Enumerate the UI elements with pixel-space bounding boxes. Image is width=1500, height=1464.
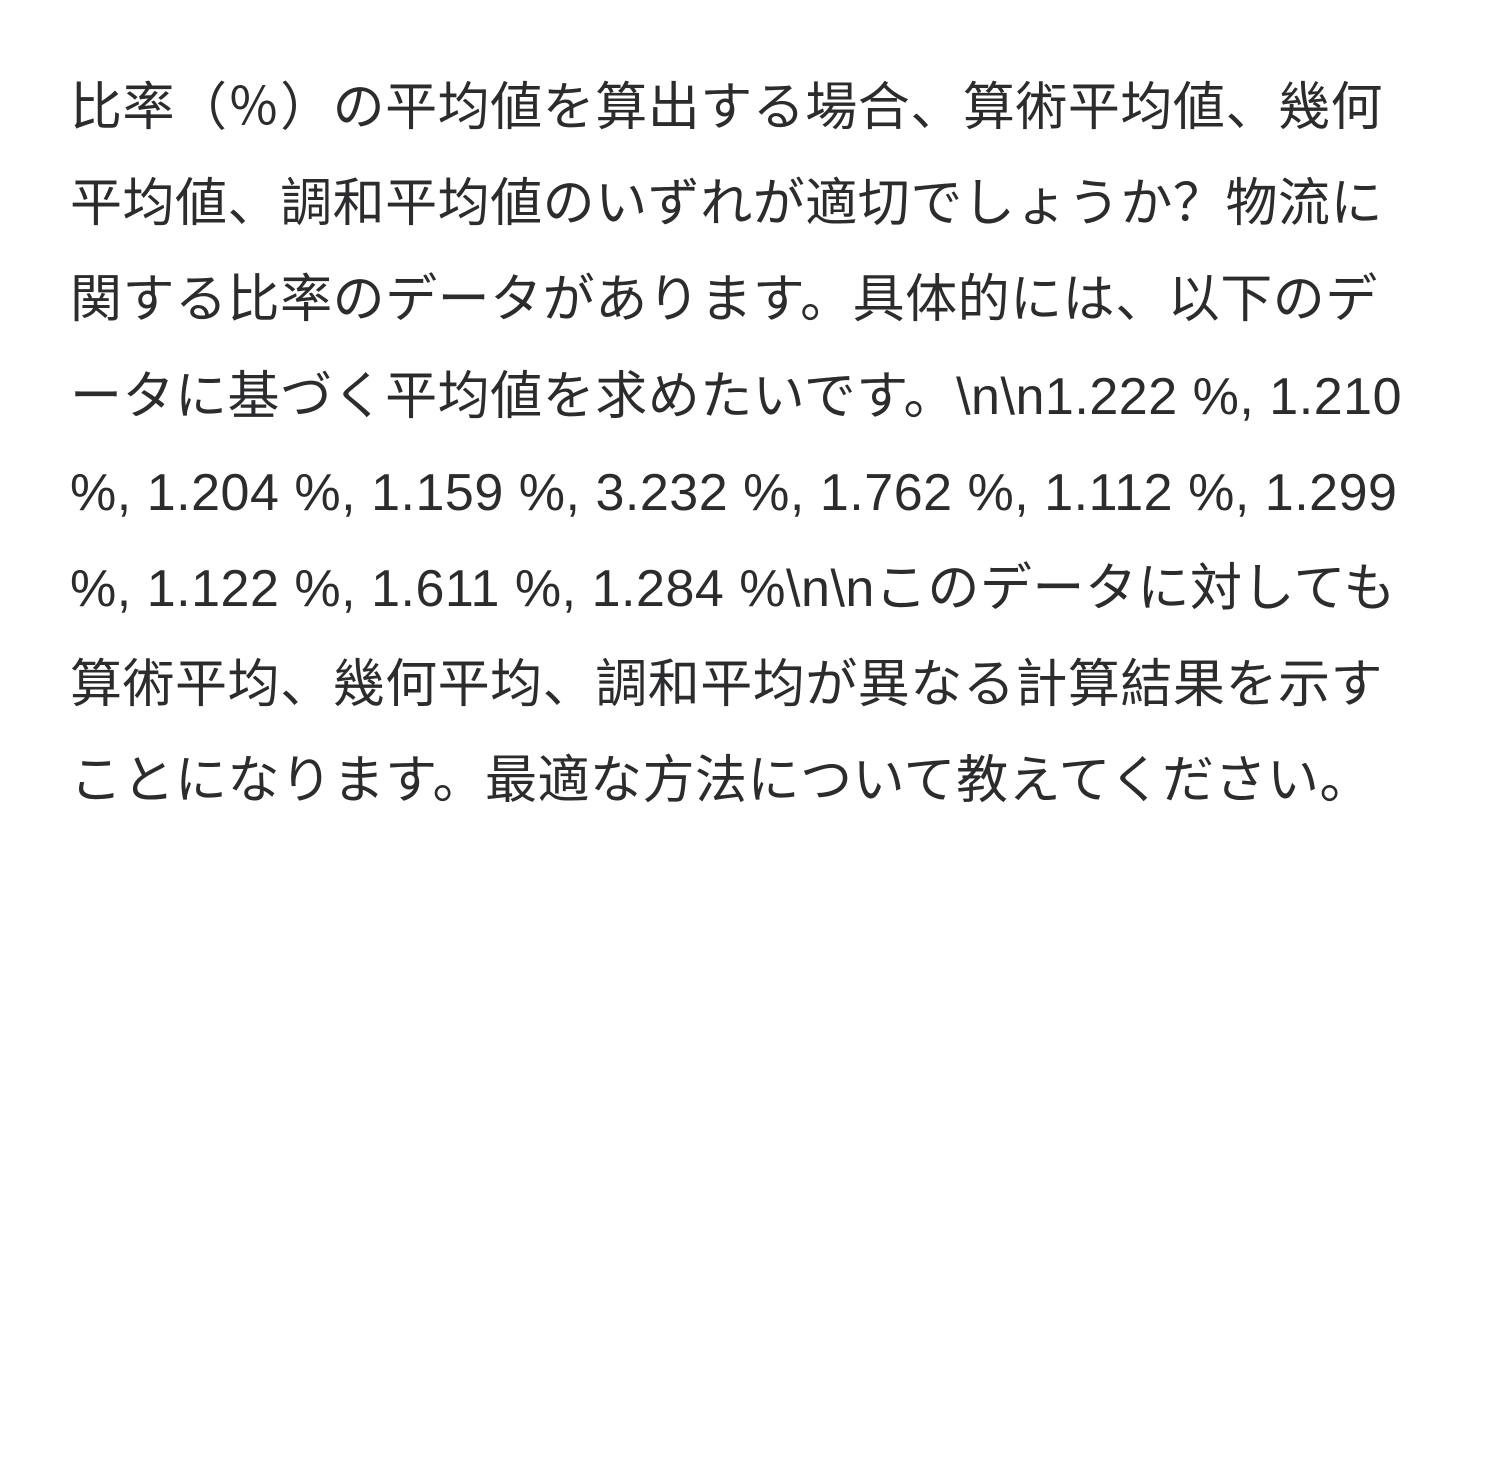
document-body: 比率（％）の平均値を算出する場合、算術平均値、幾何平均値、調和平均値のいずれが適… [70,60,1430,830]
